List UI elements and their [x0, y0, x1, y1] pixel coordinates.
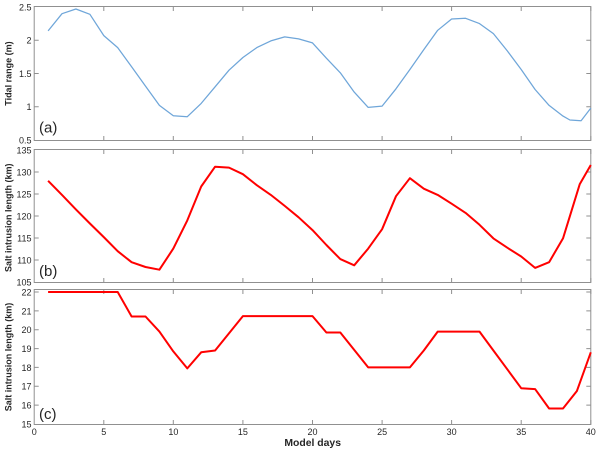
svg-text:135: 135 — [16, 145, 31, 155]
svg-text:20: 20 — [307, 427, 317, 437]
svg-text:18: 18 — [21, 363, 31, 373]
svg-text:21: 21 — [21, 306, 31, 316]
svg-text:1.5: 1.5 — [19, 69, 32, 79]
svg-text:16: 16 — [21, 401, 31, 411]
svg-text:2.5: 2.5 — [19, 2, 32, 12]
svg-text:(a): (a) — [39, 120, 57, 137]
svg-text:0.5: 0.5 — [19, 135, 32, 145]
svg-text:5: 5 — [101, 427, 106, 437]
svg-text:Salt intrusion length (km): Salt intrusion length (km) — [3, 303, 13, 412]
svg-text:15: 15 — [238, 427, 248, 437]
svg-text:17: 17 — [21, 382, 31, 392]
svg-text:30: 30 — [447, 427, 457, 437]
svg-text:10: 10 — [168, 427, 178, 437]
svg-text:19: 19 — [21, 344, 31, 354]
svg-text:35: 35 — [516, 427, 526, 437]
svg-text:125: 125 — [16, 189, 31, 199]
svg-text:0: 0 — [32, 427, 37, 437]
svg-text:2: 2 — [26, 36, 31, 46]
svg-text:1: 1 — [26, 102, 31, 112]
svg-text:105: 105 — [16, 277, 31, 287]
svg-text:115: 115 — [17, 233, 31, 243]
svg-text:20: 20 — [21, 325, 31, 335]
svg-text:Salt intrusion length (km): Salt intrusion length (km) — [3, 163, 13, 272]
svg-text:110: 110 — [17, 255, 31, 265]
svg-text:120: 120 — [16, 211, 31, 221]
svg-text:(c): (c) — [39, 406, 57, 423]
svg-text:Model days: Model days — [284, 438, 341, 449]
svg-text:130: 130 — [16, 167, 31, 177]
svg-text:(b): (b) — [39, 263, 57, 280]
svg-text:40: 40 — [586, 427, 596, 437]
svg-text:22: 22 — [21, 287, 31, 297]
svg-text:Tidal range (m): Tidal range (m) — [3, 41, 13, 105]
svg-text:25: 25 — [377, 427, 387, 437]
svg-text:15: 15 — [21, 419, 31, 429]
